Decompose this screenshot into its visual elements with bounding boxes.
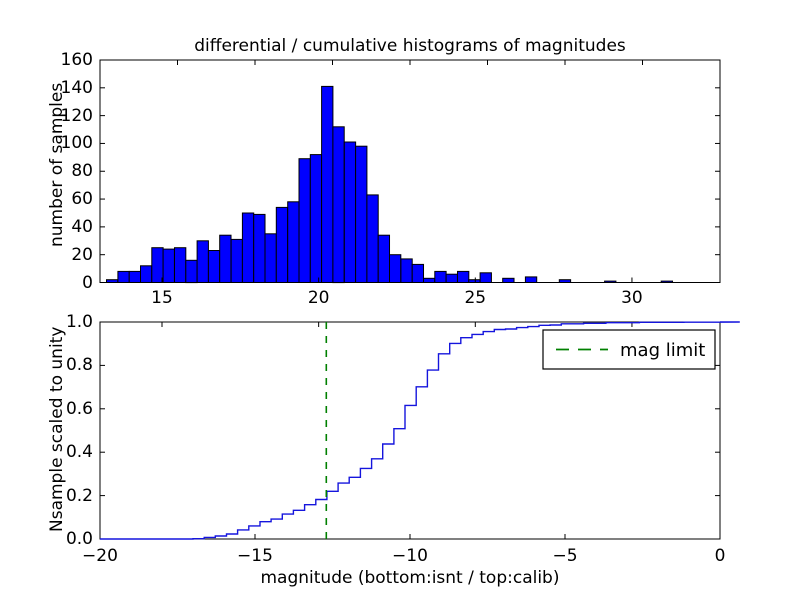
bottom-x-axis-label: magnitude (bottom:isnt / top:calib) [260, 568, 560, 588]
isnt-xtick-label: −20 [82, 546, 118, 566]
histogram-bar [332, 126, 345, 284]
top-plot-ytick-label: 80 [71, 161, 93, 182]
calib-xtick-label: 15 [151, 288, 173, 308]
histogram-bar [151, 247, 164, 283]
histogram-bar [445, 273, 458, 284]
histogram-bar [479, 272, 492, 283]
histogram-bar [309, 154, 323, 284]
histogram-bar [140, 265, 153, 283]
calib-xtick-label: 25 [464, 288, 487, 308]
histogram-bar [117, 270, 130, 283]
bottom-plot-ytick-label: 0.6 [65, 398, 93, 419]
histogram-bar [275, 206, 289, 283]
histogram-bar [321, 85, 334, 284]
histogram-bar [377, 234, 391, 283]
histogram-bar [423, 277, 436, 283]
histogram-bar [207, 250, 221, 283]
histogram-bar [366, 194, 379, 283]
histogram-bar [355, 145, 368, 283]
top-plot-ytick-label: 100 [60, 133, 93, 154]
histogram-bar [196, 240, 209, 284]
histogram-bar [185, 259, 198, 284]
histogram-bar [411, 263, 425, 283]
histogram-bar [524, 276, 538, 283]
bottom-plot-ytick-label: 1.0 [65, 312, 93, 332]
legend-box [542, 329, 716, 370]
figure-title: differential / cumulative histograms of … [194, 36, 626, 56]
histogram-bar [264, 233, 277, 284]
legend-label: mag limit [620, 340, 706, 361]
top-plot-ytick-label: 0 [82, 272, 93, 293]
histogram-bar [241, 212, 255, 283]
cumulative-curve [100, 321, 740, 540]
histogram-bar [298, 158, 311, 283]
calib-xtick-label: 30 [621, 288, 643, 308]
histogram-bar [343, 141, 357, 283]
histogram-bar [174, 247, 187, 283]
histogram-bar [434, 270, 447, 283]
isnt-xtick-label: −5 [552, 546, 578, 566]
top-plot-ytick-label: 20 [71, 244, 93, 265]
histogram-bar [128, 270, 142, 283]
histogram-bar [502, 277, 515, 283]
calib-xtick-label: 20 [307, 288, 330, 308]
bottom-plot-ytick-label: 0.4 [65, 442, 93, 463]
isnt-xtick-label: −15 [237, 546, 273, 566]
histogram-bar [253, 213, 266, 283]
top-plot-ytick-label: 40 [71, 216, 93, 237]
bottom-plot-ytick-label: 0.0 [65, 529, 93, 549]
histogram-bar [230, 238, 243, 283]
isnt-xtick-label: 0 [714, 546, 726, 566]
top-plot-ytick-label: 140 [60, 77, 93, 98]
histogram-bar [457, 270, 470, 283]
top-plot-ytick-label: 120 [60, 105, 93, 126]
histogram-bar [287, 201, 300, 283]
histogram-bar [162, 248, 175, 284]
top-axes-frame [99, 59, 721, 283]
histogram-bar [400, 258, 413, 283]
histogram-bar [219, 234, 232, 283]
top-plot-ytick-label: 160 [60, 50, 93, 70]
bottom-plot-ytick-label: 0.2 [65, 485, 93, 506]
top-plot-ytick-label: 60 [71, 189, 93, 210]
isnt-xtick-label: −10 [392, 546, 428, 566]
histogram-bar [389, 254, 402, 283]
bottom-plot-ytick-label: 0.8 [65, 355, 93, 376]
